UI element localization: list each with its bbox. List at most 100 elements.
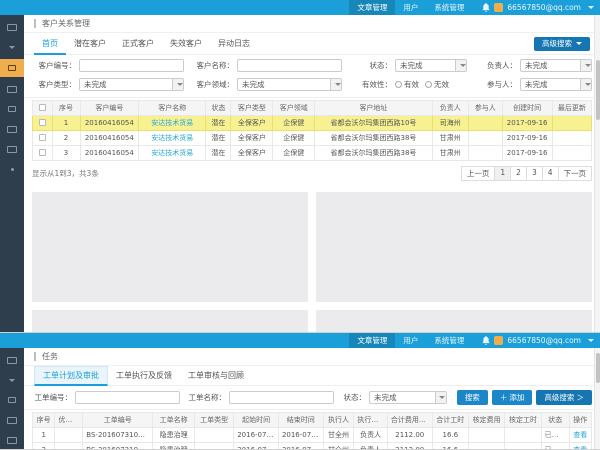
status-select[interactable]: 未完成: [395, 59, 467, 72]
tab-workorder-execute-feedback[interactable]: 工单执行及反馈: [116, 370, 172, 380]
vertical-scrollbar[interactable]: [594, 348, 600, 449]
bell-icon[interactable]: [482, 336, 491, 345]
page-next[interactable]: 下一页: [557, 166, 592, 181]
row-checkbox[interactable]: [38, 118, 46, 126]
table-footer: 显示从1到3，共3条 上一页 1 2 3 4 下一页: [24, 161, 600, 186]
page-2[interactable]: 2: [510, 166, 527, 181]
row-checkbox[interactable]: [38, 148, 46, 156]
tab-potential-customers[interactable]: 潜在客户: [74, 38, 106, 48]
customer-no-input[interactable]: [79, 59, 184, 72]
cell-created: 2017-09-16: [501, 145, 553, 161]
nav-article-management[interactable]: 文章管理: [349, 333, 396, 348]
tab-workorder-review[interactable]: 工单审核与回顾: [188, 370, 244, 380]
user-email[interactable]: 66567850@qq.com: [507, 336, 581, 345]
view-link[interactable]: 查看: [568, 442, 593, 449]
table-row[interactable]: 2 20160416054 安达技术货易 潜在 全保客户 企保健 省都会沃尔玛集…: [32, 130, 593, 146]
status-label: 状态：: [343, 393, 367, 402]
page-1[interactable]: 1: [494, 166, 512, 181]
sidebar-collapse-chevron-icon[interactable]: [0, 372, 24, 388]
customer-field-select[interactable]: 未完成: [237, 78, 342, 91]
cell-priority: [54, 427, 84, 443]
sidebar-collapse-chevron-icon[interactable]: [0, 39, 24, 55]
cell-type: 全保客户: [230, 115, 274, 131]
user-avatar[interactable]: [494, 336, 504, 345]
scrollbar-thumb[interactable]: [596, 60, 600, 120]
customer-name-link[interactable]: 安达技术货易: [138, 115, 207, 131]
cell-participant: [467, 130, 503, 146]
col-created: 创建时间: [501, 100, 553, 116]
megaphone-icon[interactable]: [0, 101, 24, 117]
menu-icon[interactable]: [0, 19, 24, 35]
nav-article-management[interactable]: 文章管理: [349, 0, 396, 15]
view-link[interactable]: 查看: [568, 427, 593, 443]
cell-owner: 甘肃州: [431, 145, 469, 161]
table-row[interactable]: 1 20160416054 安达技术货易 潜在 全保客户 企保健 省都会沃尔玛集…: [32, 115, 593, 131]
cell-total-cost: 2112.00: [386, 427, 433, 443]
cell-index: 2: [51, 130, 81, 146]
sidebar-item-active-crm-icon[interactable]: [0, 59, 24, 77]
radio-valid[interactable]: [395, 81, 402, 88]
col-priority: 优先度: [54, 412, 84, 428]
order-name-input[interactable]: [229, 391, 334, 404]
table-row[interactable]: 2 BS-2016073100624 隐患治理 2016-07-31 2016-…: [31, 442, 593, 449]
user-avatar[interactable]: [494, 3, 504, 12]
customer-name-link[interactable]: 安达技术货易: [138, 130, 207, 146]
nav-system-management[interactable]: 系统管理: [434, 3, 465, 12]
tab-invalid-customers[interactable]: 失效客户: [170, 38, 202, 48]
cell-index: 1: [31, 427, 56, 443]
cell-total-cost: 2112.00: [386, 442, 433, 449]
advanced-search-button[interactable]: 高级搜索: [534, 36, 590, 51]
monitor-icon[interactable]: [0, 392, 24, 408]
menu-icon[interactable]: [0, 352, 24, 368]
status-select[interactable]: 未完成: [369, 391, 447, 404]
tab-home[interactable]: 首页: [34, 33, 66, 55]
row-checkbox[interactable]: [38, 133, 46, 141]
tab-formal-customers[interactable]: 正式客户: [122, 38, 154, 48]
tasks-sidebar: [0, 348, 24, 449]
archive-icon[interactable]: [0, 141, 24, 157]
cell-status: 潜在: [205, 130, 232, 146]
order-no-input[interactable]: [75, 391, 180, 404]
tab-change-log[interactable]: 异动日志: [218, 38, 250, 48]
monitor-icon[interactable]: [0, 81, 24, 97]
customer-name-link[interactable]: 安达技术货易: [138, 145, 207, 161]
cell-order-type: [194, 442, 235, 449]
col-total-hours: 合计工时: [431, 412, 469, 428]
participant-select[interactable]: 未完成: [520, 78, 592, 91]
add-button[interactable]: ＋ 添加: [491, 390, 533, 405]
search-button[interactable]: 搜索: [456, 390, 488, 405]
cell-role: 负责人: [353, 442, 388, 449]
nav-users[interactable]: 用户: [403, 3, 419, 12]
col-order-name: 工单名称: [152, 412, 196, 428]
nav-users[interactable]: 用户: [403, 336, 419, 345]
page-prev[interactable]: 上一页: [460, 166, 496, 181]
vertical-scrollbar[interactable]: [594, 15, 600, 332]
customer-type-select[interactable]: 未完成: [79, 78, 184, 91]
user-email[interactable]: 66567850@qq.com: [507, 3, 581, 12]
cell-field: 企保健: [272, 130, 316, 146]
table-row[interactable]: 3 20160416054 安达技术货易 潜在 全保客户 企保健 省都会沃尔玛集…: [32, 145, 593, 161]
col-actions: 操作: [568, 412, 593, 428]
nav-system-management[interactable]: 系统管理: [434, 336, 465, 345]
advanced-search-button[interactable]: 高级搜索 ＞: [536, 390, 592, 405]
customer-field-label: 客户领域：: [196, 80, 235, 89]
customer-name-input[interactable]: [237, 59, 342, 72]
select-all-checkbox[interactable]: [38, 103, 46, 111]
page-3[interactable]: 3: [525, 166, 543, 181]
table-row[interactable]: 1 BS-2016073100624 隐患治理 2016-07-31 2016-…: [31, 427, 593, 443]
printer-icon[interactable]: [0, 412, 24, 428]
col-customer-type: 客户类型: [230, 100, 274, 116]
printer-icon[interactable]: [0, 121, 24, 137]
top-navbar: 文章管理 用户 系统管理 66567850@qq.com: [0, 333, 600, 348]
archive-icon[interactable]: [0, 432, 24, 448]
radio-invalid[interactable]: [425, 81, 432, 88]
owner-label: 负责人：: [487, 61, 517, 70]
cell-status: 潜在: [205, 115, 232, 131]
page-4[interactable]: 4: [541, 166, 559, 181]
owner-select[interactable]: 未完成: [520, 59, 592, 72]
bell-icon[interactable]: [482, 3, 491, 12]
tab-workorder-plan-approval[interactable]: 工单计划及审批: [34, 365, 108, 386]
dashboard-panels: [24, 186, 600, 332]
scrollbar-thumb[interactable]: [596, 353, 600, 383]
cell-start-time: 2016-07-31: [233, 442, 279, 449]
